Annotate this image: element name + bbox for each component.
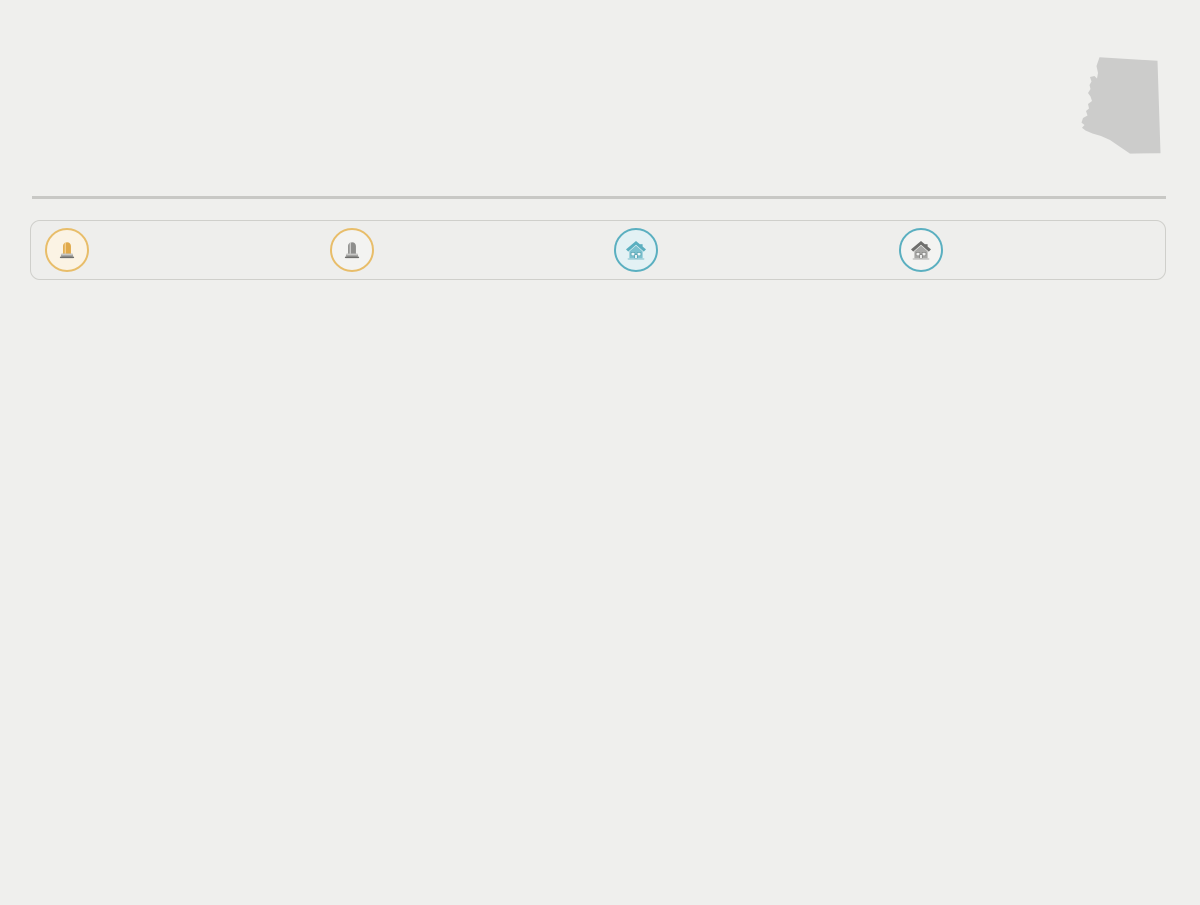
arizona-state-shape-icon [1081, 57, 1161, 154]
header [32, 28, 1168, 34]
legend-item-national-violent-crime[interactable] [316, 221, 601, 279]
legend [30, 220, 1166, 280]
header-divider [32, 196, 1166, 199]
legend-item-arizona-violent-crime[interactable] [31, 221, 316, 279]
siren-icon [45, 228, 89, 272]
siren-icon [329, 228, 374, 272]
legend-item-national-property-crime[interactable] [885, 221, 1166, 279]
house-icon [614, 228, 658, 272]
house-icon [898, 228, 943, 272]
legend-item-arizona-property-crime[interactable] [600, 221, 885, 279]
